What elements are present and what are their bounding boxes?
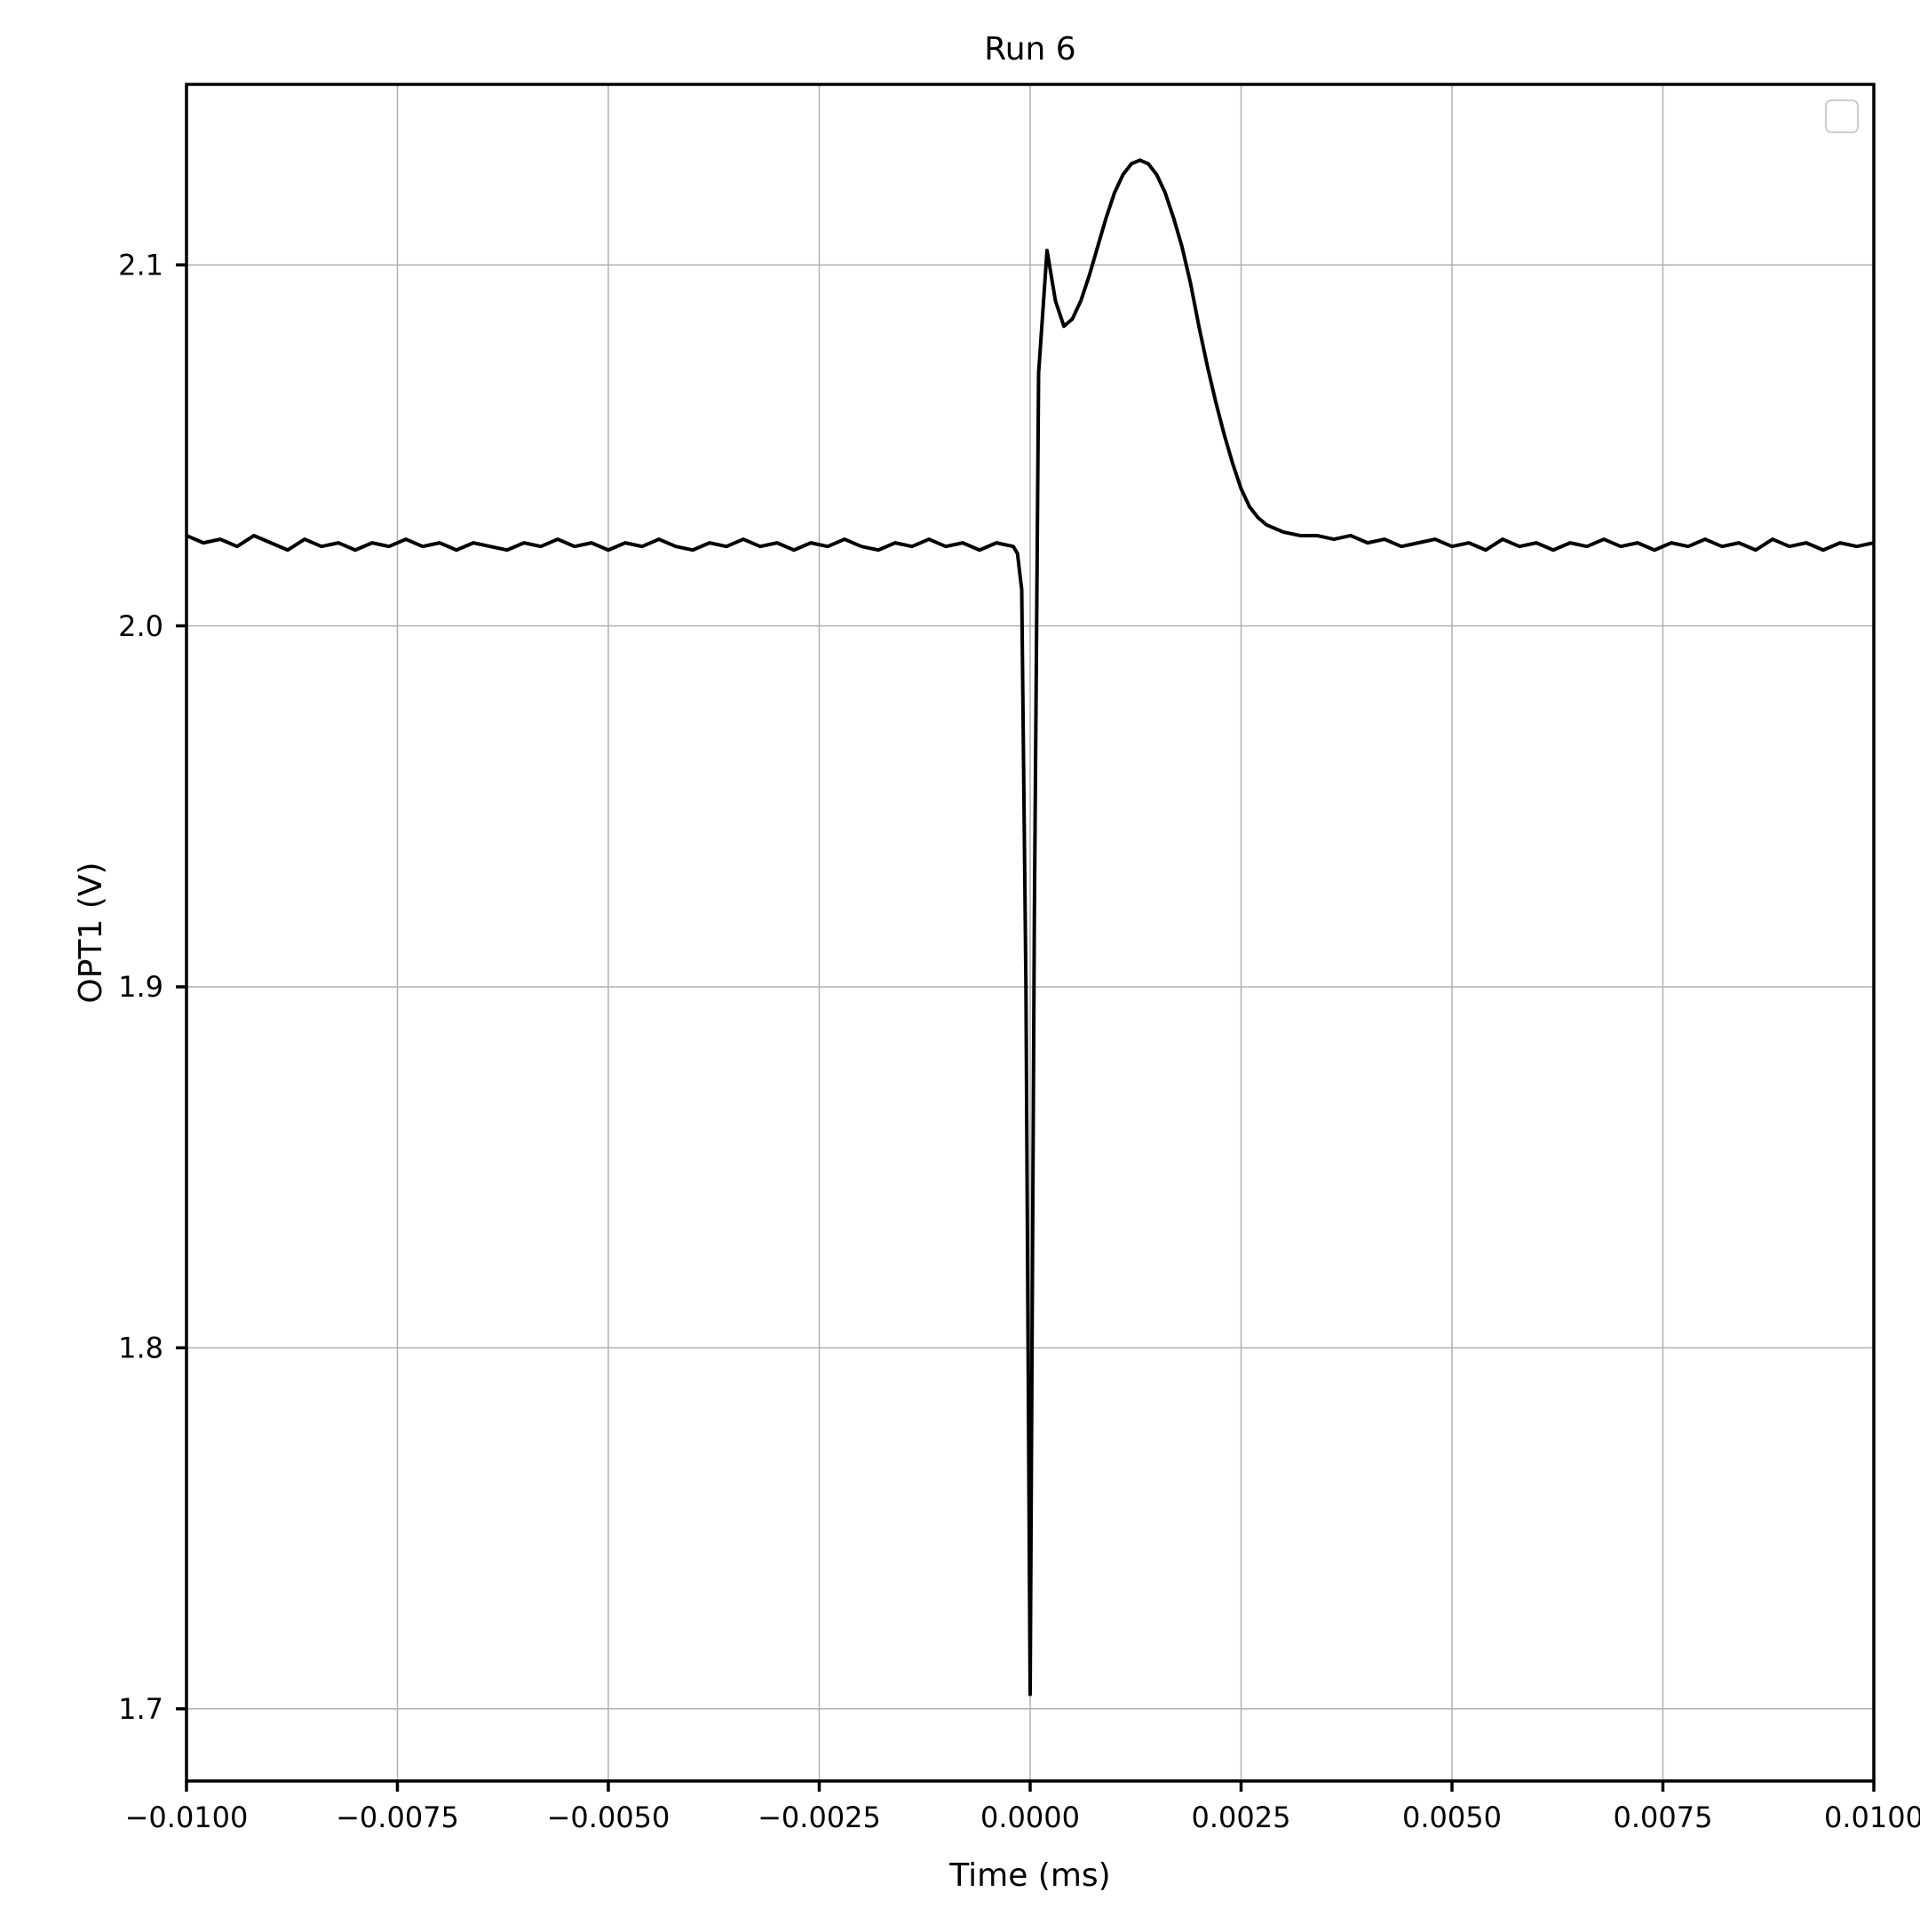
x-tick-label: 0.0000: [980, 1801, 1080, 1834]
x-tick-label: −0.0025: [758, 1801, 881, 1834]
chart-container: −0.0100 −0.0075 −0.0050 −0.0025 0.0000 0.0025…: [0, 0, 1920, 1932]
x-tick-label: −0.0050: [547, 1801, 670, 1834]
y-tick-label: 1.9: [118, 970, 163, 1004]
x-tick-label: −0.0075: [336, 1801, 459, 1834]
x-tick-label: 0.0025: [1192, 1801, 1291, 1834]
y-tick-label: 2.0: [118, 609, 163, 643]
x-tick-label: −0.0100: [125, 1801, 249, 1834]
x-tick-label: 0.0075: [1614, 1801, 1713, 1834]
line-chart: −0.0100 −0.0075 −0.0050 −0.0025 0.0000 0.0025…: [0, 0, 1920, 1932]
x-tick-label: 0.0050: [1402, 1801, 1502, 1834]
y-tick-label: 2.1: [118, 248, 163, 282]
y-tick-label: 1.7: [118, 1692, 163, 1726]
y-axis-label: OPT1 (V): [73, 862, 109, 1003]
x-axis-label: Time (ms): [948, 1857, 1110, 1894]
y-tick-label: 1.8: [118, 1332, 163, 1365]
chart-title: Run 6: [984, 31, 1075, 68]
x-tick-label: 0.0100: [1824, 1801, 1920, 1834]
